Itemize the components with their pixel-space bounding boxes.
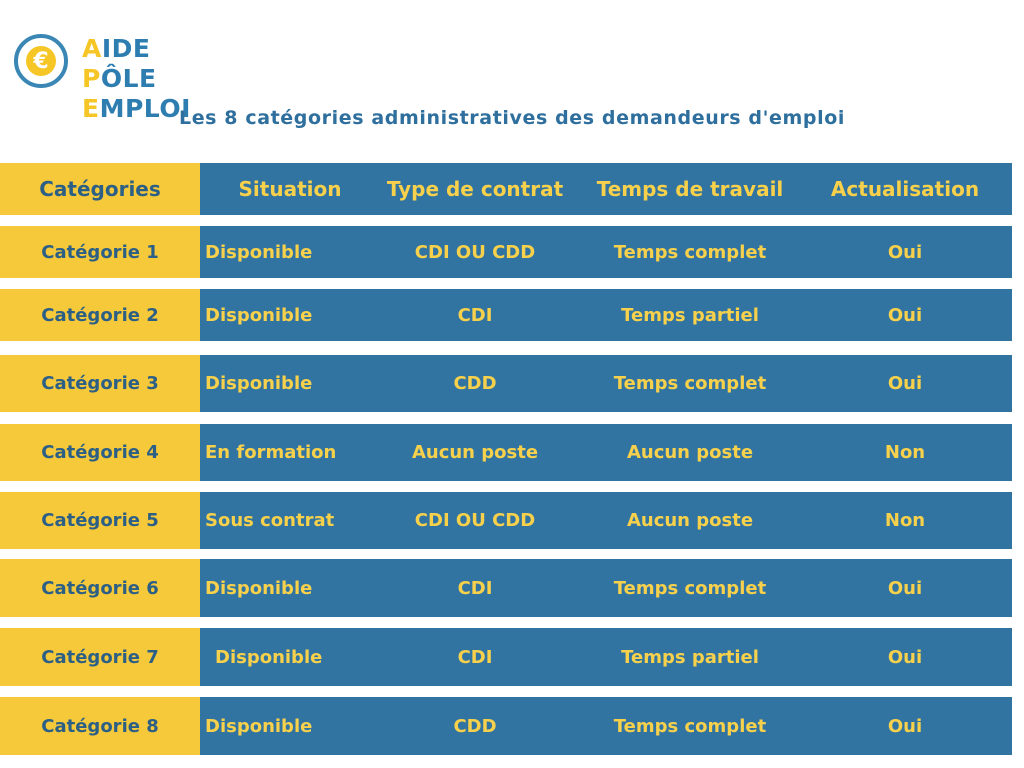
row-category: Catégorie 5 [0,492,200,549]
row-temps-de-travail: Aucun poste [626,510,754,531]
logo-initial-a: A [82,34,102,63]
row-situation: Disponible [205,304,313,326]
header-temps-de-travail: Temps de travail [596,177,784,201]
row-actualisation: Oui [887,715,923,737]
logo-text: AIDE PÔLE EMPLOI [82,34,274,124]
table-row: Catégorie 7 Disponible CDI Temps partiel… [0,628,1012,686]
row-temps-de-travail: Temps complet [613,373,767,394]
row-situation: Disponible [205,373,313,394]
logo-line-2: PÔLE EMPLOI [82,64,274,124]
logo-mploi: MPLOI [99,94,191,123]
row-category: Catégorie 4 [0,424,200,481]
row-actualisation: Oui [887,373,923,394]
row-actualisation: Oui [887,577,923,599]
table-header-row: Catégories Situation Type de contrat Tem… [0,163,1012,215]
logo-initial-e: E [82,94,100,123]
row-category: Catégorie 3 [0,355,200,412]
euro-coin-icon: € [14,34,68,88]
row-band [200,628,1012,686]
row-actualisation: Non [884,510,926,531]
row-actualisation: Non [884,442,926,463]
row-actualisation: Oui [887,646,923,668]
table-row: Catégorie 4 En formation Aucun poste Auc… [0,424,1012,481]
header-situation: Situation [238,177,342,201]
header-categories: Catégories [0,163,200,215]
row-band [200,289,1012,341]
row-category: Catégorie 8 [0,697,200,755]
row-situation: Disponible [205,715,313,737]
row-situation: Disponible [215,646,323,668]
row-type-de-contrat: CDI [457,304,493,326]
header-actualisation: Actualisation [830,177,980,201]
header-type-de-contrat: Type de contrat [386,177,564,201]
row-band [200,559,1012,617]
table-row: Catégorie 3 Disponible CDD Temps complet… [0,355,1012,412]
table-row: Catégorie 1 Disponible CDI OU CDD Temps … [0,226,1012,278]
row-temps-de-travail: Temps partiel [621,304,759,326]
row-situation: Sous contrat [205,510,335,531]
logo-line-1: AIDE [82,34,274,64]
row-actualisation: Oui [887,241,923,263]
logo: € AIDE PÔLE EMPLOI [14,34,274,123]
row-category: Catégorie 6 [0,559,200,617]
row-type-de-contrat: CDI OU CDD [414,241,536,263]
row-temps-de-travail: Temps complet [613,577,767,599]
row-situation: Disponible [205,577,313,599]
row-temps-de-travail: Temps complet [613,715,767,737]
row-actualisation: Oui [887,304,923,326]
row-band [200,424,1012,481]
row-temps-de-travail: Temps partiel [621,646,759,668]
row-type-de-contrat: CDI [457,577,493,599]
logo-initial-p: P [82,64,101,93]
row-situation: Disponible [205,241,313,263]
table-row: Catégorie 6 Disponible CDI Temps complet… [0,559,1012,617]
row-category: Catégorie 7 [0,628,200,686]
table-row: Catégorie 2 Disponible CDI Temps partiel… [0,289,1012,341]
row-situation: En formation [205,442,337,463]
header-band [200,163,1012,215]
row-category: Catégorie 1 [0,226,200,278]
row-type-de-contrat: CDI [457,646,493,668]
row-type-de-contrat: Aucun poste [411,442,539,463]
euro-symbol: € [26,46,56,76]
row-band [200,492,1012,549]
row-band [200,355,1012,412]
row-temps-de-travail: Temps complet [613,241,767,263]
row-category: Catégorie 2 [0,289,200,341]
logo-ole: ÔLE [100,64,157,93]
row-type-de-contrat: CDI OU CDD [414,510,536,531]
logo-ide: IDE [101,34,151,63]
row-type-de-contrat: CDD [453,373,497,394]
row-temps-de-travail: Aucun poste [626,442,754,463]
table-row: Catégorie 5 Sous contrat CDI OU CDD Aucu… [0,492,1012,549]
table-row: Catégorie 8 Disponible CDD Temps complet… [0,697,1012,755]
row-band [200,226,1012,278]
row-type-de-contrat: CDD [453,715,497,737]
row-band [200,697,1012,755]
page-subtitle: Les 8 catégories administratives des dem… [178,107,846,129]
